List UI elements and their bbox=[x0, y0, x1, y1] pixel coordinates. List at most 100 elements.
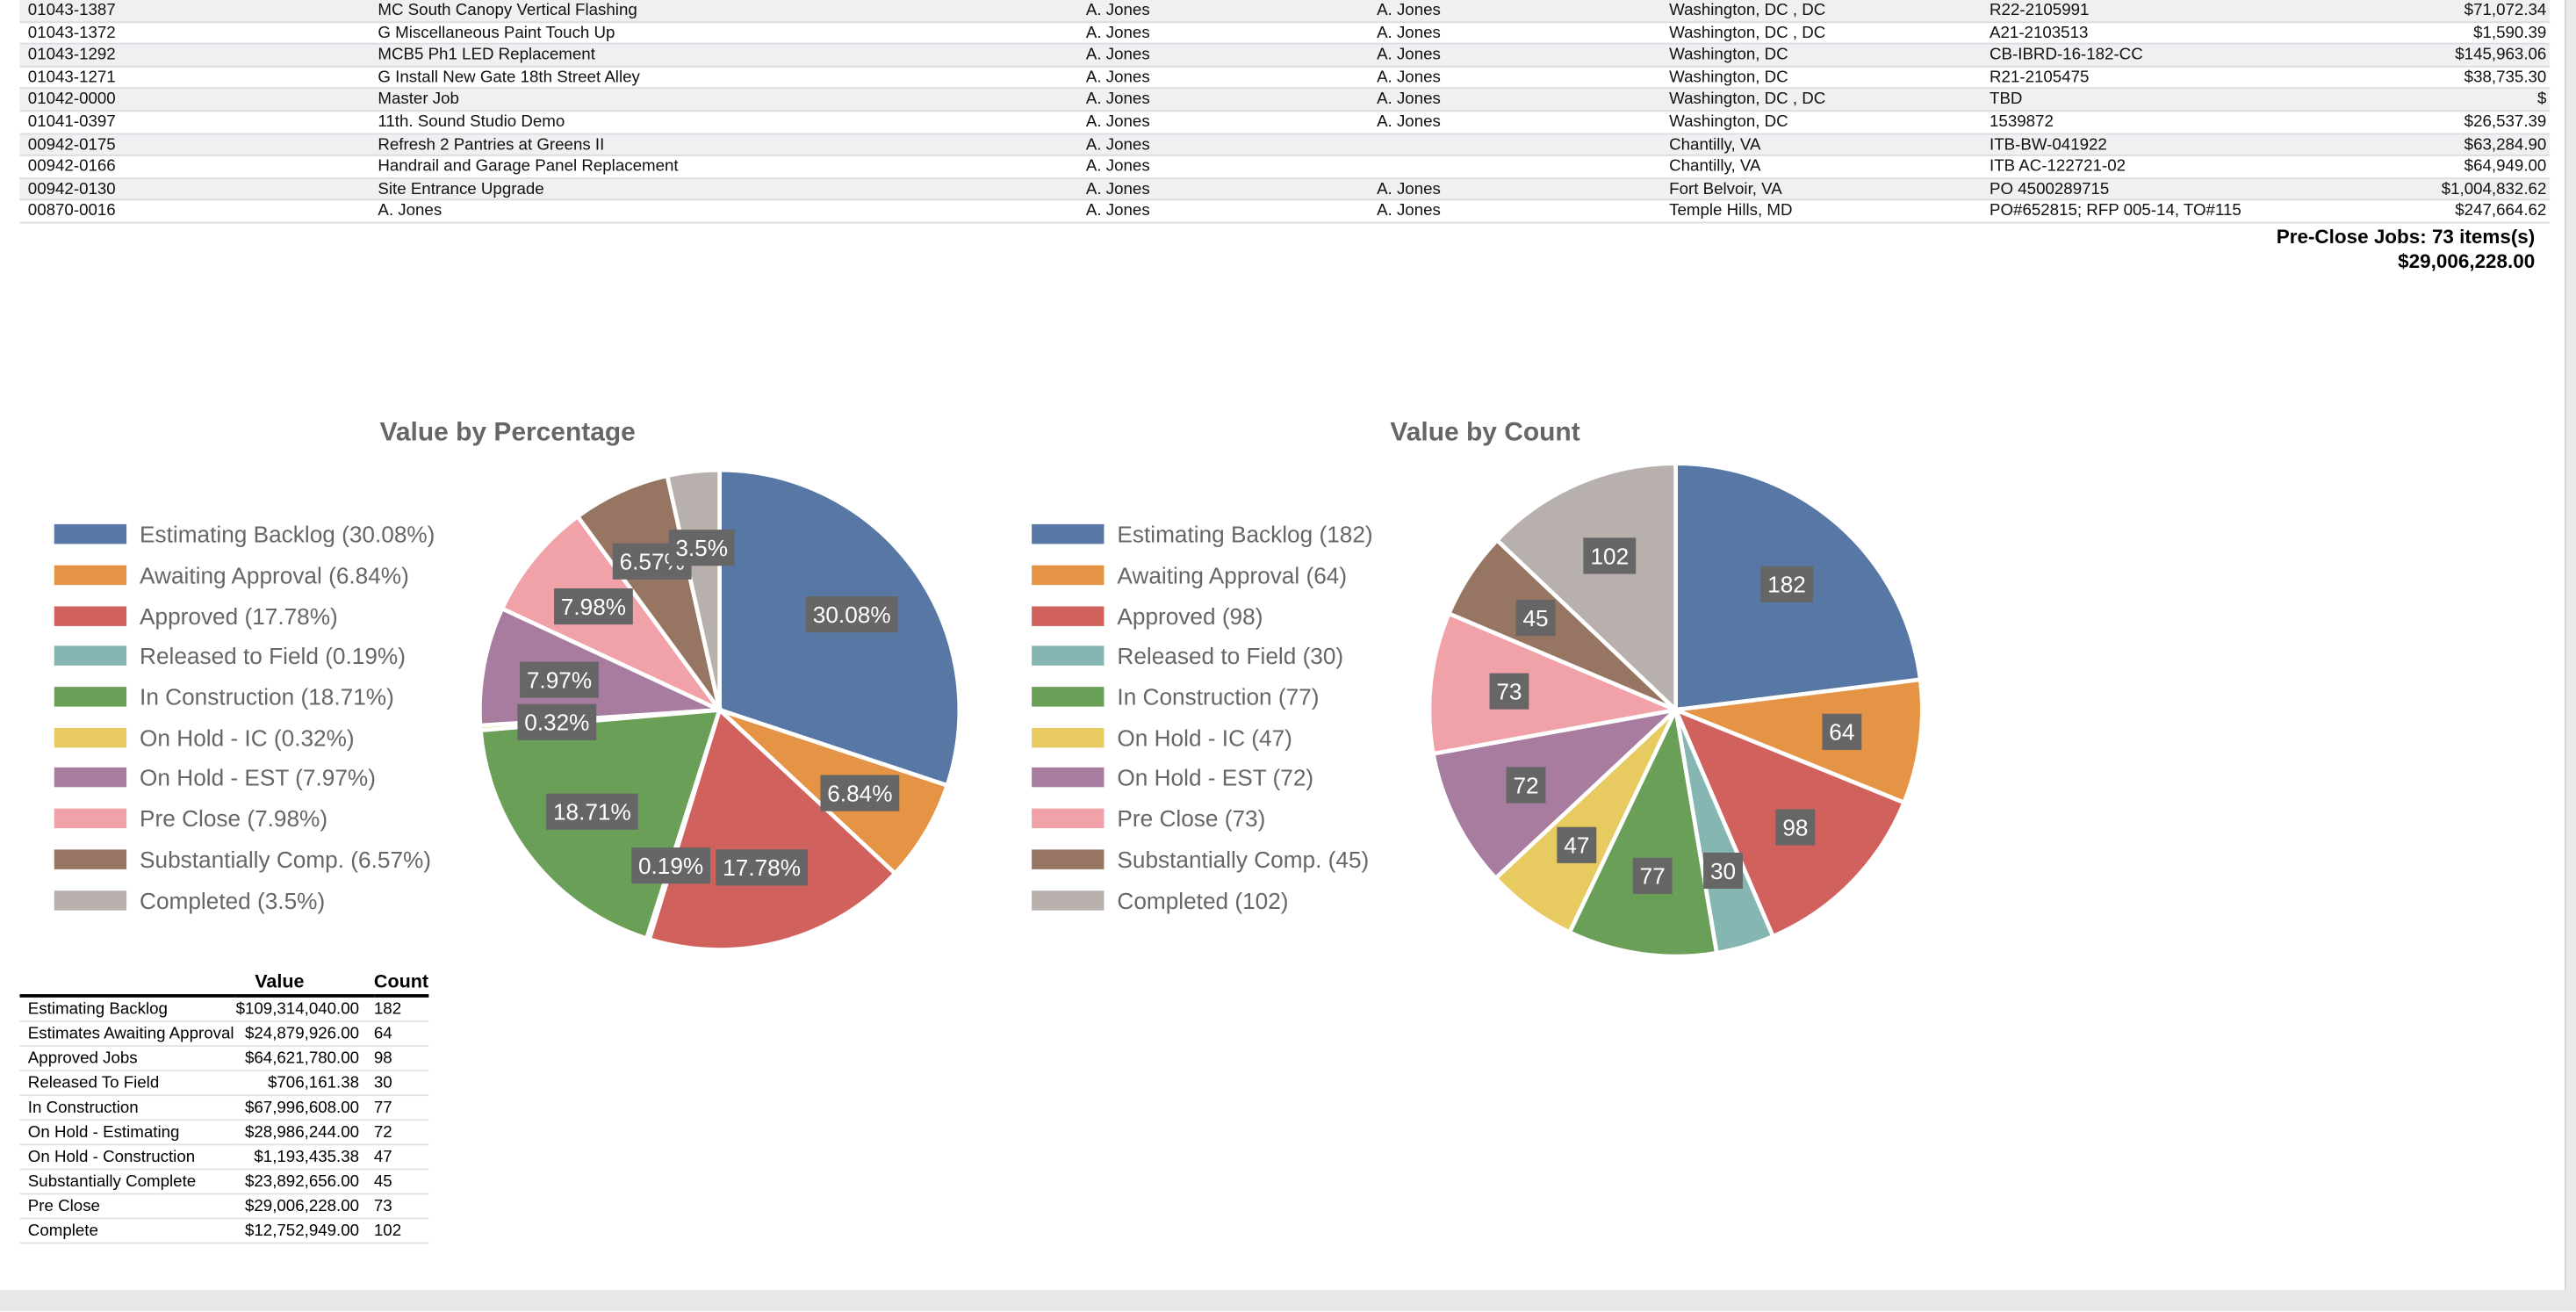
status-label: Approved Jobs bbox=[19, 1046, 235, 1072]
legend-swatch bbox=[1032, 727, 1105, 747]
data-label-box bbox=[1822, 713, 1862, 750]
project-manager: A. Jones bbox=[1085, 46, 1150, 65]
job-row[interactable]: 00942-0166 Handrail and Garage Panel Repl… bbox=[19, 156, 2551, 179]
legend-item[interactable]: Substantially Comp. (45) bbox=[1032, 839, 1373, 879]
job-description: G Install New Gate 18th Street Alley bbox=[378, 68, 640, 87]
data-label-box bbox=[668, 530, 735, 566]
job-row[interactable]: 00942-0175 Refresh 2 Pantries at Greens I… bbox=[19, 133, 2551, 157]
pie-slice[interactable] bbox=[1566, 703, 1719, 959]
data-label: 64 bbox=[1822, 713, 1862, 750]
job-number: 00942-0166 bbox=[27, 157, 116, 177]
amount: $247,664.62 bbox=[2455, 202, 2547, 221]
reference-number: R22-2105991 bbox=[1990, 1, 2090, 20]
job-number: 01043-1387 bbox=[27, 1, 116, 20]
location: Washington, DC bbox=[1669, 46, 1788, 65]
estimator: A. Jones bbox=[1377, 46, 1441, 65]
amount: $26,537.39 bbox=[2464, 113, 2547, 132]
legend-item[interactable]: On Hold - IC (0.32%) bbox=[54, 717, 435, 758]
data-label-box bbox=[1703, 852, 1743, 890]
pie-slice[interactable] bbox=[646, 706, 898, 952]
legend-item[interactable]: Estimating Backlog (30.08%) bbox=[54, 515, 435, 555]
legend-swatch bbox=[1032, 849, 1105, 869]
data-label: 102 bbox=[1583, 537, 1637, 574]
legend-item[interactable]: Released to Field (30) bbox=[1032, 636, 1373, 676]
job-row[interactable]: 01043-1292 MCB5 Ph1 LED Replacement A. Jon… bbox=[19, 44, 2551, 68]
legend-item[interactable]: On Hold - IC (47) bbox=[1032, 717, 1373, 758]
legend-item[interactable]: Approved (98) bbox=[1032, 595, 1373, 636]
job-number: 00942-0130 bbox=[27, 180, 116, 198]
data-label-box bbox=[1515, 600, 1556, 637]
job-row[interactable]: 01043-1372 G Miscellaneous Paint Touch Up… bbox=[19, 22, 2551, 45]
status-count: 98 bbox=[373, 1046, 429, 1072]
data-label-box bbox=[805, 596, 898, 633]
legend-item[interactable]: Approved (17.78%) bbox=[54, 595, 435, 636]
legend-item[interactable]: Completed (3.5%) bbox=[54, 879, 435, 919]
status-count: 64 bbox=[373, 1020, 429, 1047]
data-label-text: 7.97% bbox=[527, 667, 592, 693]
legend-label: Pre Close (73) bbox=[1117, 805, 1266, 833]
legend-item[interactable]: Pre Close (7.98%) bbox=[54, 798, 435, 839]
data-label: 6.84% bbox=[820, 775, 900, 811]
status-label: On Hold - Construction bbox=[19, 1144, 235, 1171]
legend-swatch bbox=[54, 605, 127, 626]
job-number: 01043-1271 bbox=[27, 68, 116, 87]
status-value: $706,161.38 bbox=[234, 1071, 374, 1097]
amount: $145,963.06 bbox=[2455, 46, 2547, 65]
legend-item[interactable]: Awaiting Approval (64) bbox=[1032, 555, 1373, 595]
status-count: 73 bbox=[373, 1193, 429, 1220]
data-label: 45 bbox=[1515, 600, 1556, 637]
legend-item[interactable]: Substantially Comp. (6.57%) bbox=[54, 839, 435, 879]
pie-slice[interactable] bbox=[1430, 706, 1683, 882]
job-row[interactable]: 00942-0130 Site Entrance Upgrade A. Jones A… bbox=[19, 178, 2551, 201]
amount: $1,590.39 bbox=[2473, 24, 2547, 42]
legend-item[interactable]: Completed (102) bbox=[1032, 879, 1373, 919]
status-row: Estimates Awaiting Approval $24,879,926.0… bbox=[19, 1020, 429, 1047]
data-label-box bbox=[1632, 857, 1673, 894]
estimator: A. Jones bbox=[1377, 24, 1441, 42]
legend-label: Released to Field (30) bbox=[1117, 643, 1344, 670]
project-manager: A. Jones bbox=[1085, 180, 1150, 198]
legend-label: On Hold - EST (7.97%) bbox=[140, 764, 376, 791]
job-row[interactable]: 01041-0397 11th. Sound Studio Demo A. Jone… bbox=[19, 112, 2551, 134]
legend-label: Completed (102) bbox=[1117, 886, 1289, 913]
status-row: Approved Jobs $64,621,780.00 98 bbox=[19, 1046, 429, 1072]
legend-item[interactable]: Awaiting Approval (6.84%) bbox=[54, 555, 435, 595]
amount: $38,735.30 bbox=[2464, 68, 2547, 87]
job-row[interactable]: 00870-0016 A. Jones A. Jones A. Jones Temple… bbox=[19, 201, 2551, 224]
legend-label: Released to Field (0.19%) bbox=[140, 643, 406, 670]
status-value: $29,006,228.00 bbox=[234, 1193, 374, 1220]
job-row[interactable]: 01042-0000 Master Job A. Jones A. Jones Wash… bbox=[19, 89, 2551, 112]
legend-swatch bbox=[54, 687, 127, 707]
legend-label: In Construction (77) bbox=[1117, 683, 1320, 710]
job-row[interactable]: 01043-1271 G Install New Gate 18th Street… bbox=[19, 67, 2551, 90]
location: Chantilly, VA bbox=[1669, 157, 1761, 177]
legend-percentage: Estimating Backlog (30.08%) Awaiting Appr… bbox=[54, 515, 435, 920]
legend-item[interactable]: On Hold - EST (72) bbox=[1032, 758, 1373, 798]
status-label: Substantially Complete bbox=[19, 1169, 235, 1195]
status-row: On Hold - Construction $1,193,435.38 47 bbox=[19, 1144, 429, 1171]
location: Washington, DC , DC bbox=[1669, 1, 1826, 20]
legend-item[interactable]: Released to Field (0.19%) bbox=[54, 636, 435, 676]
data-label-text: 98 bbox=[1782, 814, 1808, 840]
pie-slice[interactable] bbox=[1427, 610, 1683, 757]
status-row: Complete $12,752,949.00 102 bbox=[19, 1218, 429, 1244]
data-label-text: 102 bbox=[1590, 543, 1629, 569]
vertical-scrollbar[interactable] bbox=[2564, 0, 2576, 1290]
job-row[interactable]: 01043-1387 MC South Canopy Vertical Flash… bbox=[19, 0, 2551, 23]
status-label: Pre Close bbox=[19, 1193, 235, 1220]
status-value: $109,314,040.00 bbox=[234, 995, 374, 1022]
pie-slice[interactable] bbox=[1667, 677, 1925, 806]
pie-slice[interactable] bbox=[1493, 461, 1678, 715]
legend-item[interactable]: On Hold - EST (7.97%) bbox=[54, 758, 435, 798]
job-number: 01043-1292 bbox=[27, 46, 116, 65]
data-label-text: 30 bbox=[1710, 858, 1736, 884]
legend-item[interactable]: Pre Close (73) bbox=[1032, 798, 1373, 839]
legend-item[interactable]: Estimating Backlog (182) bbox=[1032, 515, 1373, 555]
status-row: Estimating Backlog $109,314,040.00 182 bbox=[19, 995, 429, 1022]
data-label: 77 bbox=[1632, 857, 1673, 894]
legend-item[interactable]: In Construction (77) bbox=[1032, 676, 1373, 717]
legend-label: Awaiting Approval (64) bbox=[1117, 562, 1348, 588]
status-count: 45 bbox=[373, 1169, 429, 1195]
location: Fort Belvoir, VA bbox=[1669, 180, 1782, 198]
legend-item[interactable]: In Construction (18.71%) bbox=[54, 676, 435, 717]
